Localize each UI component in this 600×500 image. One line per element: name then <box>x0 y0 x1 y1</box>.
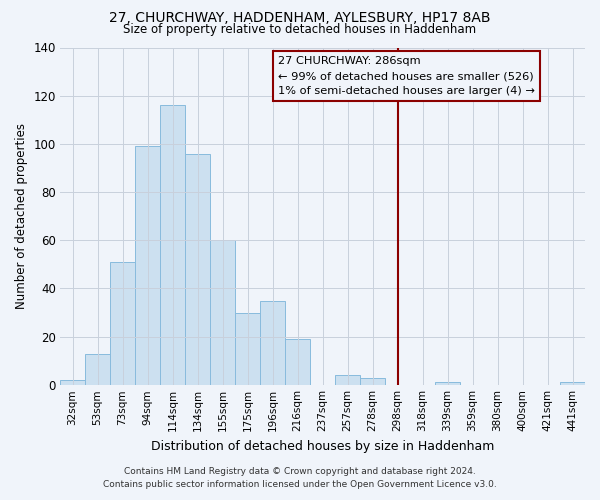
Bar <box>435 382 460 385</box>
Bar <box>560 382 585 385</box>
Text: 27, CHURCHWAY, HADDENHAM, AYLESBURY, HP17 8AB: 27, CHURCHWAY, HADDENHAM, AYLESBURY, HP1… <box>109 11 491 25</box>
Y-axis label: Number of detached properties: Number of detached properties <box>15 123 28 309</box>
Bar <box>135 146 160 385</box>
Bar <box>160 106 185 385</box>
Bar <box>60 380 85 385</box>
Text: 27 CHURCHWAY: 286sqm
← 99% of detached houses are smaller (526)
1% of semi-detac: 27 CHURCHWAY: 286sqm ← 99% of detached h… <box>278 56 535 96</box>
Bar <box>185 154 210 385</box>
Bar <box>85 354 110 385</box>
X-axis label: Distribution of detached houses by size in Haddenham: Distribution of detached houses by size … <box>151 440 494 452</box>
Bar <box>335 375 360 385</box>
Text: Size of property relative to detached houses in Haddenham: Size of property relative to detached ho… <box>124 22 476 36</box>
Bar <box>110 262 135 385</box>
Text: Contains HM Land Registry data © Crown copyright and database right 2024.
Contai: Contains HM Land Registry data © Crown c… <box>103 468 497 489</box>
Bar <box>260 300 285 385</box>
Bar <box>235 312 260 385</box>
Bar <box>360 378 385 385</box>
Bar <box>285 339 310 385</box>
Bar <box>210 240 235 385</box>
